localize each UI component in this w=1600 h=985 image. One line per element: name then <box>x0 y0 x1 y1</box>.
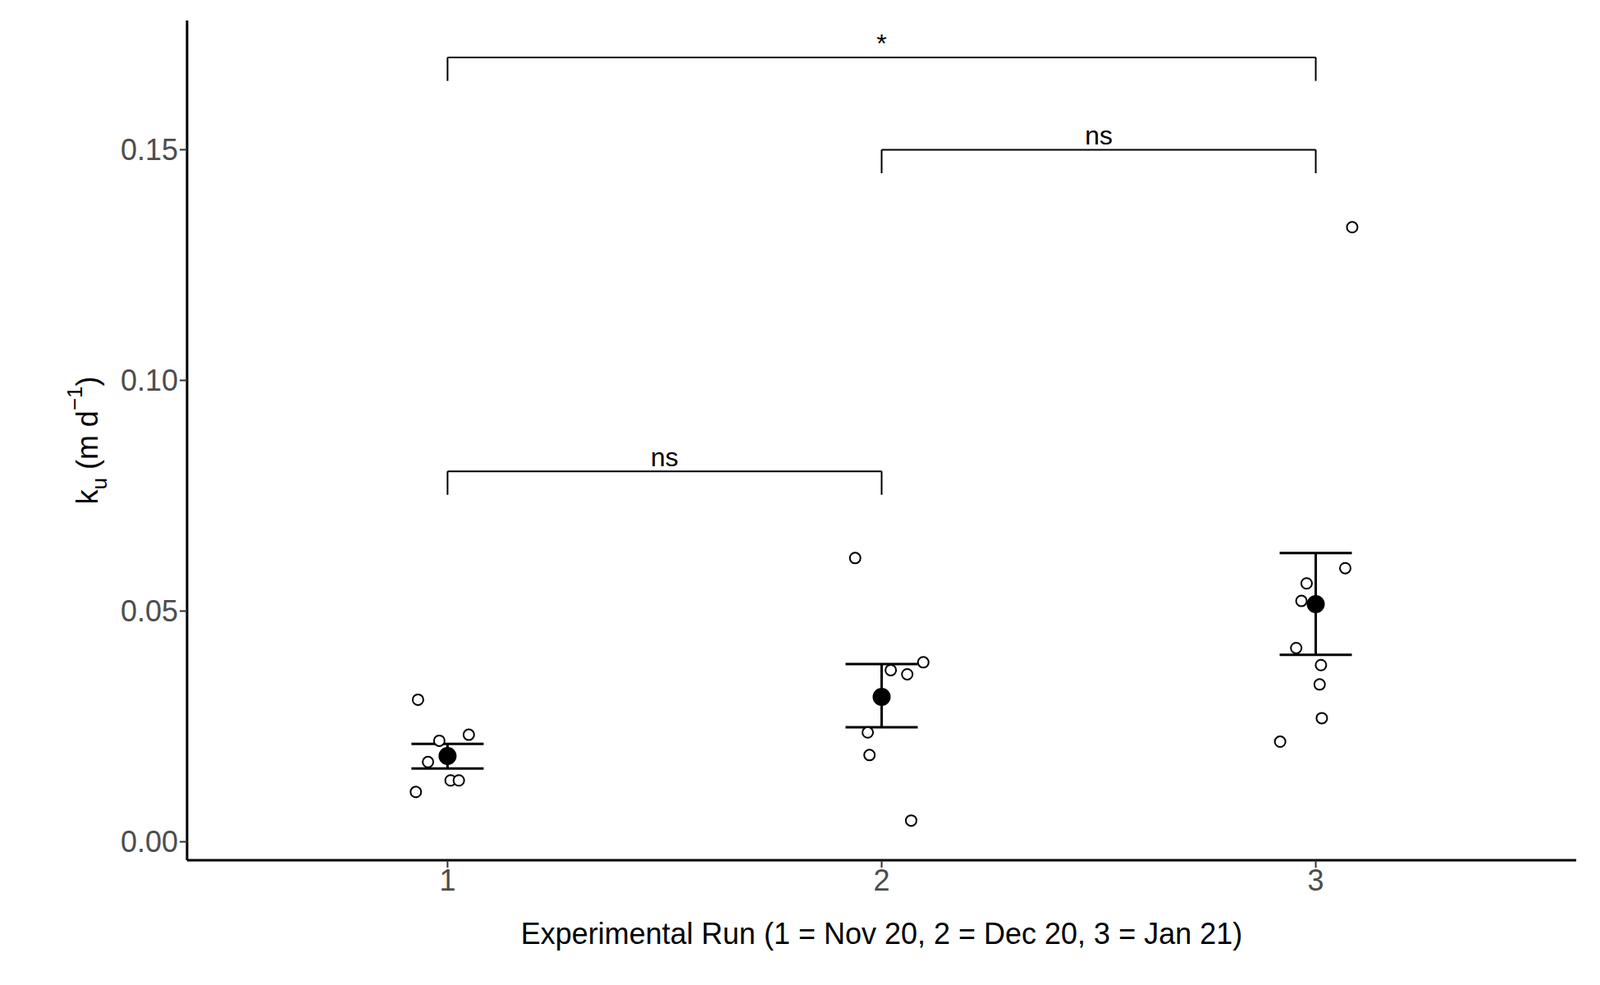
svg-text:ku (m d−1): ku (m d−1) <box>62 375 112 504</box>
svg-text:3: 3 <box>1307 863 1325 897</box>
svg-text:Experimental Run (1 = Nov 20,: Experimental Run (1 = Nov 20, 2 = Dec 20… <box>521 916 1244 951</box>
svg-text:1: 1 <box>438 863 456 897</box>
svg-text:*: * <box>876 28 887 59</box>
svg-text:ns: ns <box>1084 120 1113 151</box>
svg-text:0.05: 0.05 <box>120 594 179 628</box>
svg-text:2: 2 <box>873 863 890 897</box>
svg-text:0.15: 0.15 <box>120 132 179 167</box>
svg-text:ns: ns <box>650 442 679 472</box>
svg-text:0.00: 0.00 <box>120 824 179 859</box>
svg-text:0.10: 0.10 <box>120 363 179 398</box>
